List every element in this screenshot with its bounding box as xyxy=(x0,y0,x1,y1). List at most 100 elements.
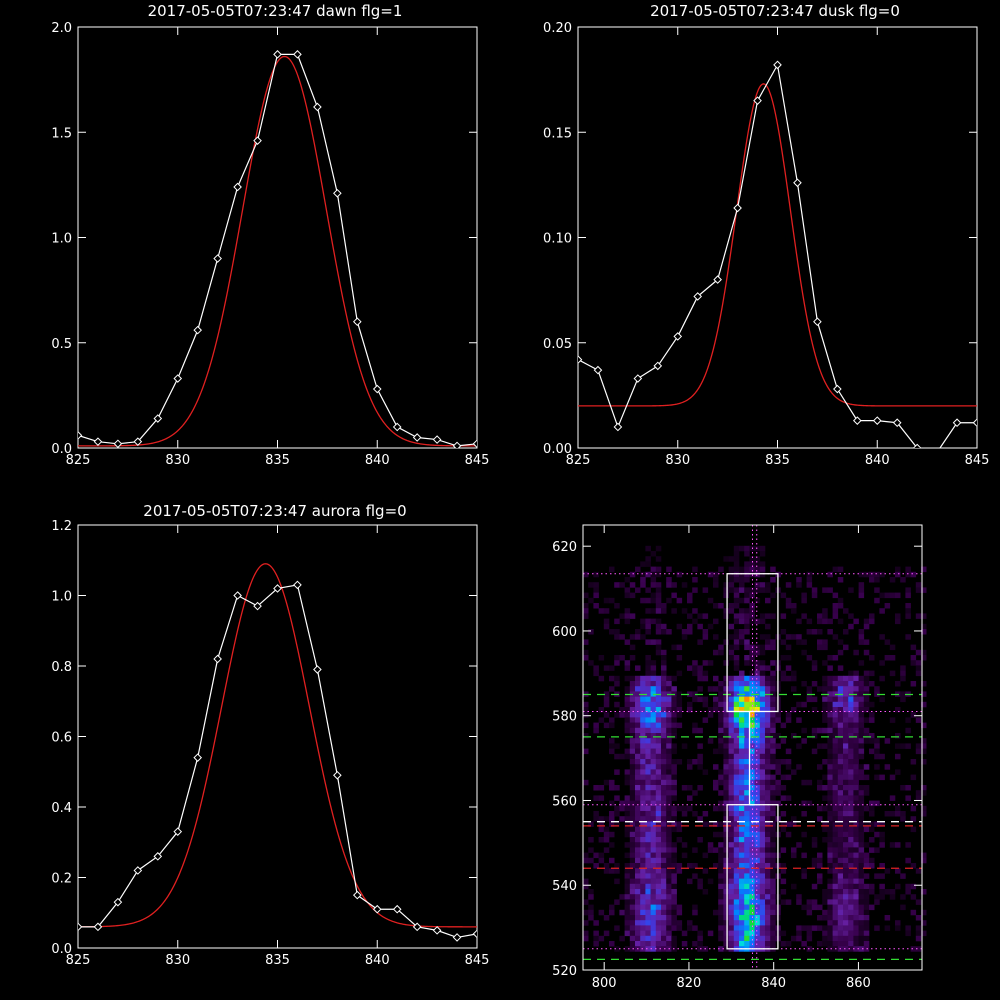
panel-heatmap-cell xyxy=(603,696,610,703)
panel-heatmap-cell xyxy=(827,764,833,770)
panel-heatmap-cell xyxy=(718,748,724,755)
panel-heatmap-cell xyxy=(801,597,807,604)
panel-heatmap-cell xyxy=(635,764,641,770)
panel-heatmap-cell xyxy=(655,722,662,729)
panel-heatmap-cell xyxy=(744,821,750,827)
panel-heatmap-cell xyxy=(785,597,792,604)
panel-heatmap-cell xyxy=(629,769,636,775)
panel-heatmap-cell xyxy=(759,551,766,557)
panel-heatmap-cell xyxy=(629,941,636,947)
panel-heatmap-cell xyxy=(635,863,641,869)
panel-dusk-data-point xyxy=(693,292,703,301)
panel-heatmap-cell xyxy=(900,811,906,817)
panel-heatmap-cell xyxy=(702,634,709,640)
panel-heatmap-cell xyxy=(843,811,849,817)
panel-heatmap-cell xyxy=(770,686,776,692)
panel-heatmap-cell xyxy=(822,639,828,645)
panel-heatmap-cell xyxy=(692,670,698,677)
panel-heatmap-cell xyxy=(759,727,766,734)
panel-heatmap-cell xyxy=(837,681,844,687)
panel-heatmap-cell xyxy=(921,889,927,895)
panel-heatmap-cell xyxy=(822,608,828,614)
panel-heatmap-cell xyxy=(629,686,636,692)
panel-heatmap-cell xyxy=(749,863,755,869)
panel-heatmap-cell xyxy=(905,613,911,619)
panel-heatmap-cell xyxy=(832,566,839,573)
panel-heatmap-cell xyxy=(635,883,641,890)
panel-heatmap-cell xyxy=(666,826,672,833)
panel-heatmap-cell xyxy=(697,696,703,703)
panel-heatmap-cell xyxy=(863,930,870,937)
panel-heatmap-cell xyxy=(640,878,646,885)
panel-heatmap-cell xyxy=(661,717,667,723)
panel-heatmap-cell xyxy=(583,852,589,859)
panel-heatmap-cell xyxy=(770,883,776,890)
panel-heatmap-cell xyxy=(848,738,854,744)
panel-heatmap-cell xyxy=(791,816,797,822)
panel-heatmap-cell xyxy=(754,779,761,786)
panel-heatmap-cell xyxy=(614,753,620,760)
panel-heatmap-cell xyxy=(765,733,771,739)
panel-heatmap-cell xyxy=(671,842,677,848)
panel-aurora-ytick-label: 0.2 xyxy=(51,872,72,887)
panel-heatmap-cell xyxy=(744,551,750,557)
panel-heatmap-cell xyxy=(697,727,703,734)
panel-heatmap-cell xyxy=(827,722,833,729)
panel-heatmap-cell xyxy=(832,904,839,911)
panel-heatmap-cell xyxy=(744,571,750,578)
panel-heatmap-cell xyxy=(770,857,776,864)
panel-heatmap-cell xyxy=(583,899,589,905)
panel-heatmap-cell xyxy=(661,930,667,937)
panel-heatmap-cell xyxy=(744,686,750,692)
panel-heatmap-cell xyxy=(915,649,922,656)
panel-heatmap-cell xyxy=(733,566,740,573)
panel-heatmap-cell xyxy=(723,769,729,775)
panel-heatmap-cell xyxy=(879,821,885,827)
panel-heatmap-cell xyxy=(827,665,833,671)
panel-heatmap-cell xyxy=(895,613,901,619)
panel-heatmap-cell xyxy=(770,894,776,900)
panel-heatmap-cell xyxy=(739,925,745,931)
panel-heatmap-cell xyxy=(811,629,818,635)
panel-heatmap-cell xyxy=(806,800,813,807)
panel-heatmap-cell xyxy=(635,738,641,744)
panel-heatmap-cell xyxy=(905,592,911,599)
panel-heatmap-cell xyxy=(832,712,839,718)
panel-heatmap-cell xyxy=(759,764,766,770)
panel-heatmap-cell xyxy=(863,904,870,911)
panel-dusk: 2017-05-05T07:23:47 dusk flg=0 825 830 835… xyxy=(543,2,989,468)
panel-heatmap-cell xyxy=(666,842,672,848)
panel-heatmap-cell xyxy=(635,941,641,947)
panel-dawn-data-point xyxy=(293,50,302,59)
panel-heatmap-cell xyxy=(655,826,662,833)
panel-heatmap-cell xyxy=(702,696,709,703)
panel-heatmap-cell xyxy=(640,577,646,583)
panel-heatmap-cell xyxy=(739,743,745,749)
panel-heatmap-cell xyxy=(661,920,667,926)
panel-heatmap-cell xyxy=(666,816,672,822)
panel-heatmap-cell xyxy=(848,909,854,916)
panel-heatmap-cell xyxy=(733,707,740,713)
panel-heatmap-cell xyxy=(837,779,844,786)
panel-dusk-ytick-label: 0.10 xyxy=(543,232,572,247)
panel-dawn-data-point xyxy=(352,317,362,327)
panel-heatmap-cell xyxy=(645,946,651,952)
panel-heatmap-cell xyxy=(718,946,724,952)
panel-heatmap-cell xyxy=(645,878,651,885)
panel-aurora-ytick-label: 1.0 xyxy=(51,590,72,605)
panel-heatmap-cell xyxy=(702,675,709,682)
panel-heatmap-cell xyxy=(858,946,865,952)
panel-heatmap-cell xyxy=(614,805,620,812)
panel-heatmap-cell xyxy=(650,925,657,931)
panel-heatmap-cell xyxy=(744,629,750,635)
panel-heatmap-cell xyxy=(614,603,620,609)
panel-heatmap-cell xyxy=(583,608,589,614)
panel-heatmap-cell xyxy=(837,863,844,869)
panel-heatmap-cell xyxy=(718,925,724,931)
panel-heatmap-cell xyxy=(759,566,766,573)
panel-heatmap-cell xyxy=(765,686,771,692)
panel-heatmap-cell xyxy=(645,681,651,687)
panel-heatmap-cell xyxy=(655,701,662,708)
panel-heatmap-cell xyxy=(666,935,672,942)
panel-heatmap-cell xyxy=(775,779,781,786)
